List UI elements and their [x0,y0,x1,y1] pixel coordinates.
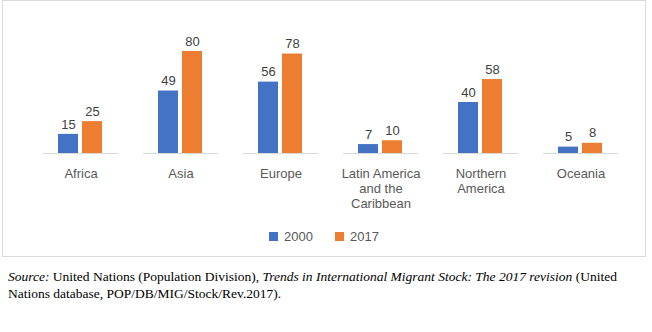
svg-text:Asia: Asia [168,166,194,181]
svg-text:56: 56 [261,64,275,79]
svg-text:80: 80 [185,34,199,49]
svg-text:78: 78 [285,36,299,51]
svg-text:58: 58 [485,62,499,77]
svg-text:NorthernAmerica: NorthernAmerica [456,166,507,196]
svg-text:7: 7 [365,127,372,142]
svg-text:15: 15 [61,117,75,132]
svg-text:Europe: Europe [260,166,302,181]
html-text:2017: 2017 [350,228,379,244]
svg-text:8: 8 [589,125,596,140]
html-text:Source: United Nations (Popula: Source: United Nations (Population Divis… [8,269,617,301]
svg-text:Africa: Africa [64,166,98,181]
svg-text:5: 5 [565,129,572,144]
svg-text:Latin Americaand theCaribbean: Latin Americaand theCaribbean [342,166,422,211]
svg-text:10: 10 [385,123,399,138]
svg-text:40: 40 [461,85,475,100]
svg-text:25: 25 [85,104,99,119]
svg-text:Oceania: Oceania [557,166,606,181]
svg-text:49: 49 [161,73,175,88]
html-text:2000: 2000 [284,228,313,244]
